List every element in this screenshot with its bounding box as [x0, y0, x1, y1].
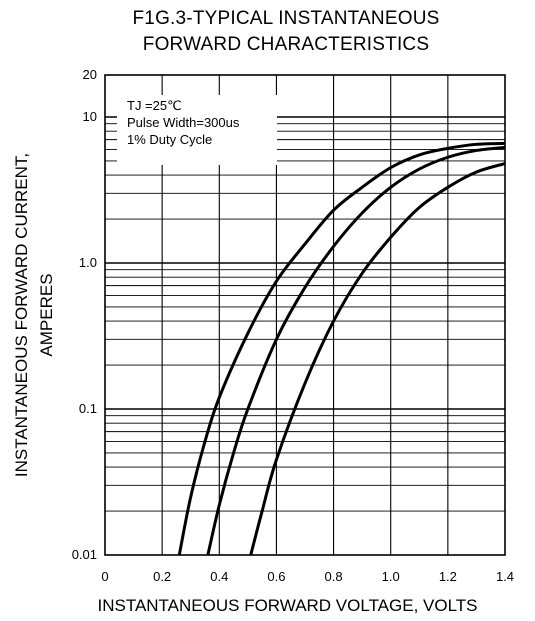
- y-tick-label: 20: [83, 67, 97, 82]
- y-tick-label: 1.0: [79, 255, 97, 270]
- chart-subtitle: FORWARD CHARACTERISTICS: [142, 34, 430, 55]
- x-tick-label: 0.4: [210, 569, 228, 584]
- y-tick-label: 10: [83, 109, 97, 124]
- x-tick-label: 0.2: [153, 569, 171, 584]
- legend-entry: Pulse Width=300us: [127, 115, 240, 130]
- x-tick-label: 1.4: [496, 569, 514, 584]
- legend-box: [117, 95, 277, 165]
- y-tick-label: 0.1: [79, 401, 97, 416]
- x-tick-label: 1.2: [439, 569, 457, 584]
- legend-entry: TJ =25℃: [127, 98, 182, 113]
- x-tick-label: 0.6: [267, 569, 285, 584]
- x-tick-label: 0: [101, 569, 108, 584]
- legend-entry: 1% Duty Cycle: [127, 132, 212, 147]
- series-line: [177, 141, 506, 556]
- x-axis-label: INSTANTANEOUS FORWARD VOLTAGE, VOLTS: [97, 596, 478, 615]
- x-tick-label: 1.0: [382, 569, 400, 584]
- series-line: [206, 145, 506, 556]
- series-line: [249, 162, 506, 556]
- chart-title: F1G.3-TYPICAL INSTANTANEOUS: [132, 8, 440, 29]
- x-tick-label: 0.8: [325, 569, 343, 584]
- y-tick-label: 0.01: [72, 547, 97, 562]
